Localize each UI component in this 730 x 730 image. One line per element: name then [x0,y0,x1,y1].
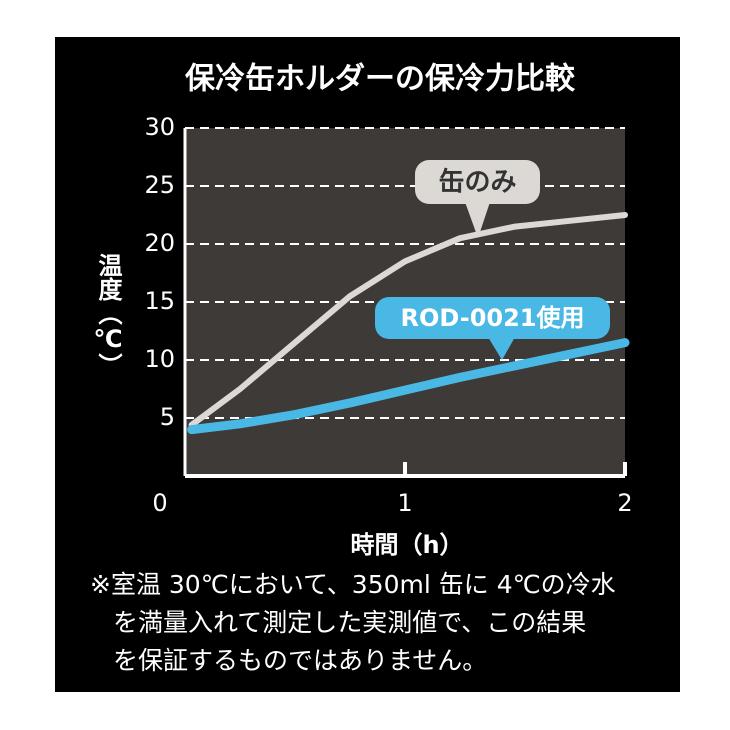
y-tick-label: 30 [144,113,175,141]
callout-pointer [488,337,515,360]
x-tick-label: 2 [617,489,632,517]
callout-box [415,160,540,204]
callout-pointer [465,202,490,238]
y-axis-label: 温度（℃） [94,253,122,377]
y-tick-label: 15 [144,287,175,315]
footnote: を満量入れて測定した実測値で、この結果 [113,608,586,637]
footnote: を保証するものではありません。 [113,646,487,675]
y-tick-label: 5 [160,403,175,431]
legend-label: 缶のみ [438,167,516,198]
x-tick-label: 1 [397,489,412,517]
y-tick-label: 20 [144,229,175,257]
callout-box [375,297,610,339]
footnote: ※室温 30℃において、350ml 缶に 4℃の冷水 [90,570,616,599]
chart-title: 保冷缶ホルダーの保冷力比較 [185,62,576,97]
x-tick-label: 0 [152,489,167,517]
series-line [187,338,630,435]
y-tick-label: 10 [144,345,175,373]
legend-label: ROD-0021使用 [400,304,584,332]
y-tick-label: 25 [144,171,175,199]
series-line [188,212,628,428]
x-axis-label: 時間（h） [350,531,463,559]
